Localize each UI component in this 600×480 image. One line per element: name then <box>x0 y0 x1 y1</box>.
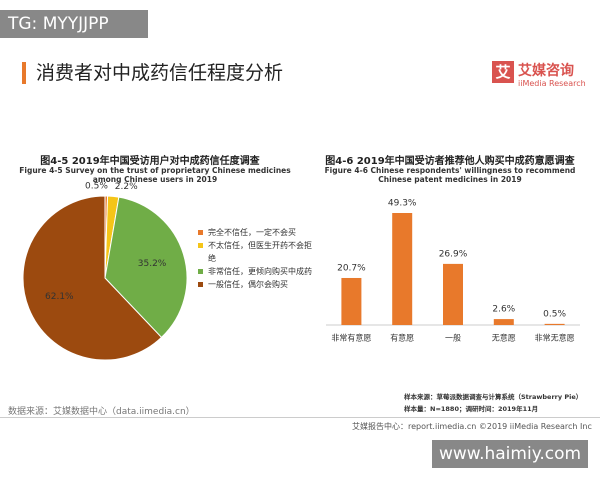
data-label: 0.5% <box>543 309 566 319</box>
legend-item: 完全不信任，一定不会买 <box>198 226 313 239</box>
title-accent <box>22 62 26 84</box>
data-label: 62.1% <box>45 292 74 302</box>
chart-title: 图4-6 2019年中国受访者推荐他人购买中成药意愿调查 <box>325 156 575 167</box>
legend-item: 一般信任，偶尔会购买 <box>198 278 313 291</box>
legend-label: 非常信任，更倾向购买中成药 <box>208 267 312 276</box>
note: 样本来源：草莓派数据调查与计算系统（Strawberry Pie） <box>404 393 583 401</box>
bar <box>493 319 514 325</box>
footer: 艾媒报告中心：report.iimedia.cn ©2019 iiMedia R… <box>352 422 592 431</box>
bar <box>392 213 413 325</box>
legend-swatch <box>198 269 203 274</box>
x-tick-label: 非常有意愿 <box>331 333 371 343</box>
data-label: 35.2% <box>138 259 167 269</box>
bar <box>544 323 565 325</box>
data-label: 20.7% <box>337 263 366 273</box>
x-tick-label: 非常无意愿 <box>535 333 575 343</box>
chart-title: 图4-5 2019年中国受访用户对中成药信任度调查 <box>40 156 260 167</box>
source: 数据来源：艾媒数据中心（data.iimedia.cn） <box>8 407 195 417</box>
legend-item: 不太信任，但医生开药不会拒绝 <box>198 239 313 265</box>
legend-swatch <box>198 230 203 235</box>
chart-subtitle: Figure 4-5 Survey on the trust of propri… <box>19 166 291 184</box>
watermark-bottom: www.haimiy.com <box>432 440 588 468</box>
page-title: 消费者对中成药信任程度分析 <box>36 62 284 84</box>
legend-item: 非常信任，更倾向购买中成药 <box>198 265 313 278</box>
legend: 完全不信任，一定不会买不太信任，但医生开药不会拒绝非常信任，更倾向购买中成药 一般… <box>198 226 313 291</box>
logo-cn: 艾媒咨询 <box>518 63 574 79</box>
pie-slice <box>104 196 188 339</box>
footer-rule <box>0 417 600 418</box>
data-label: 2.2% <box>115 182 138 192</box>
data-label: 26.9% <box>439 249 468 259</box>
legend-swatch <box>198 243 203 248</box>
chart-subtitle: Figure 4-6 Chinese respondents' willingn… <box>324 166 576 184</box>
x-tick-label: 无意愿 <box>492 333 516 343</box>
legend-label: 一般信任，偶尔会购买 <box>208 280 288 289</box>
watermark-top: TG: MYYJJPP <box>0 10 148 38</box>
legend-swatch <box>198 282 203 287</box>
note: 样本量：N=1880；调研时间：2019年11月 <box>404 405 539 413</box>
x-tick-label: 一般 <box>445 333 461 343</box>
x-tick-label: 有意愿 <box>390 333 414 343</box>
legend-label: 完全不信任，一定不会买 <box>208 228 296 237</box>
data-label: 0.5% <box>85 182 108 192</box>
logo-en: iiMedia Research <box>518 79 586 88</box>
logo-icon: 艾 <box>492 61 514 83</box>
legend-label: 不太信任，但医生开药不会拒绝 <box>208 241 312 263</box>
pie-slice <box>22 195 163 361</box>
bar <box>341 277 362 325</box>
bar <box>443 263 463 325</box>
data-label: 49.3% <box>388 199 417 209</box>
data-label: 2.6% <box>492 305 515 315</box>
